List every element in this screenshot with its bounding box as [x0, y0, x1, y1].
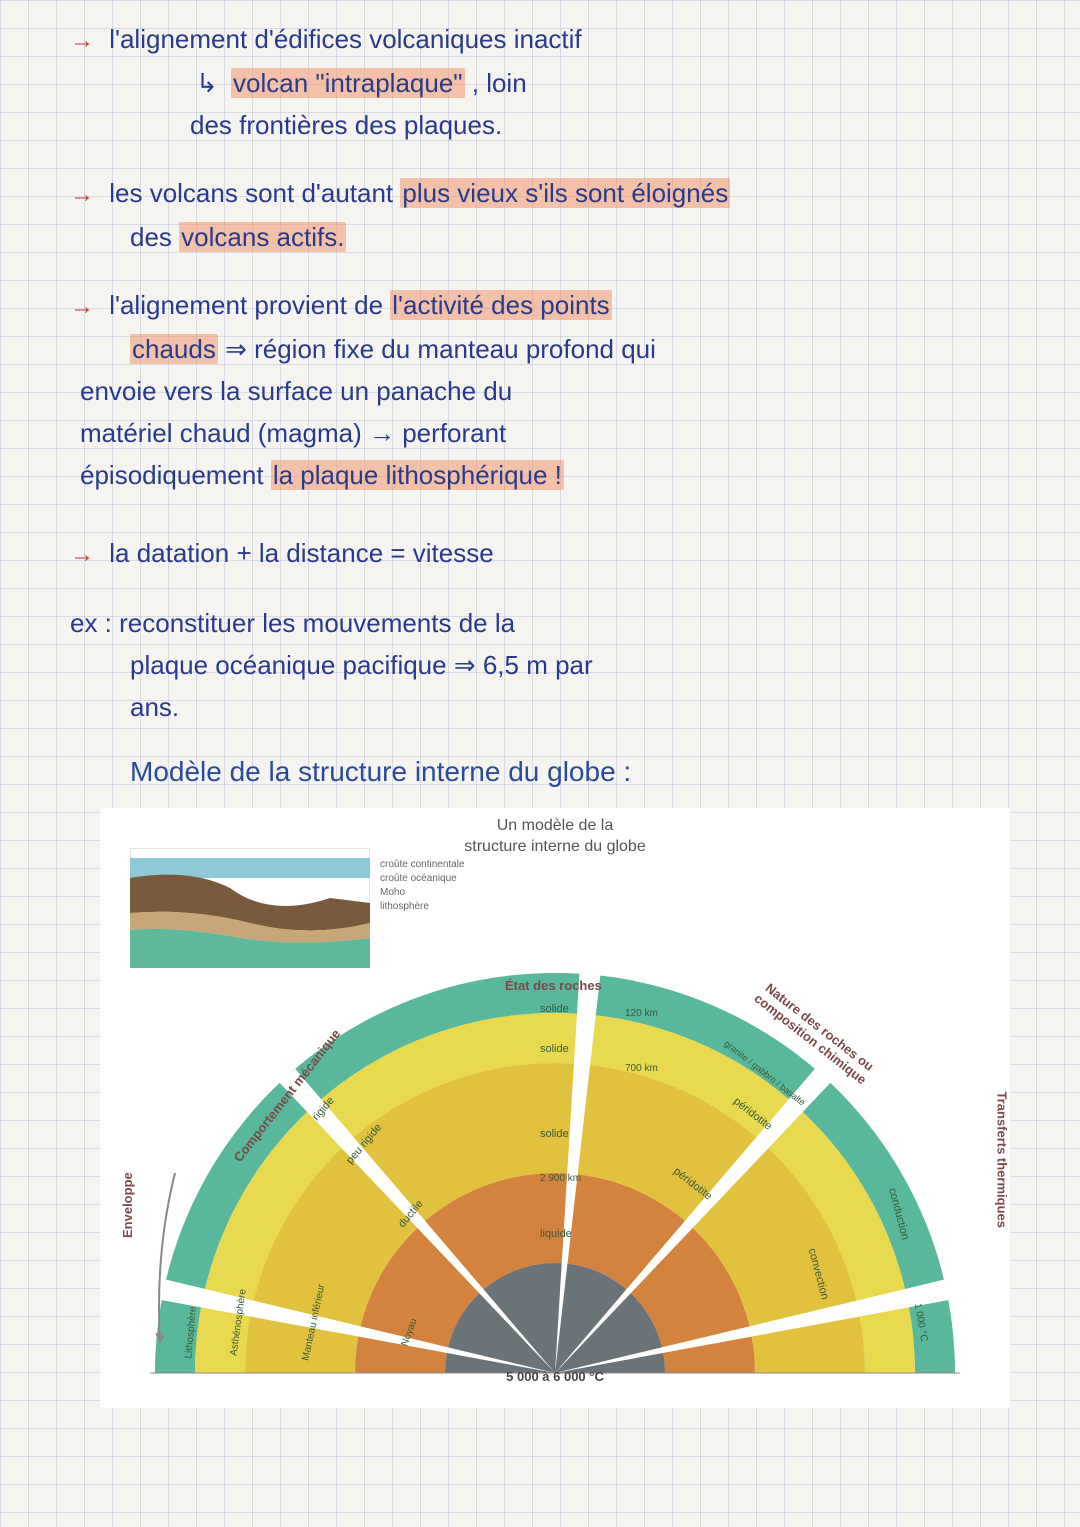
- bullet-arrow-icon: →: [70, 27, 94, 54]
- bullet-2: → les volcans sont d'autant plus vieux s…: [70, 174, 1040, 256]
- globe-structure-diagram: Un modèle de la structure interne du glo…: [100, 808, 1010, 1408]
- inset-cross-section: [130, 848, 370, 968]
- bullet-arrow-icon: →: [70, 541, 94, 568]
- core-temperature-label: 5 000 à 6 000 °C: [506, 1369, 604, 1384]
- note-text: des: [130, 222, 179, 252]
- highlighted-text: chauds: [130, 334, 218, 364]
- sector-label-etat: État des roches: [505, 978, 602, 993]
- diagram-title-line1: Un modèle de la: [497, 817, 614, 834]
- note-text: envoie vers la surface un panache du: [80, 376, 512, 406]
- note-text: ans.: [130, 692, 179, 722]
- bullet-3: → l'alignement provient de l'activité de…: [70, 286, 1040, 494]
- bullet-arrow-icon: →: [70, 293, 94, 320]
- diagram-title-line2: structure interne du globe: [464, 838, 645, 855]
- bullet-1: → l'alignement d'édifices volcaniques in…: [70, 20, 1040, 144]
- sector-label-transferts: Transferts thermiques: [995, 1091, 1010, 1228]
- highlighted-text: volcan "intraplaque": [231, 68, 465, 98]
- note-text: les volcans sont d'autant: [109, 178, 400, 208]
- note-text: épisodiquement: [80, 460, 271, 490]
- ring-label: solide: [540, 1003, 569, 1015]
- legend-item: lithosphère: [380, 900, 465, 914]
- legend-item: croûte continentale: [380, 858, 465, 872]
- note-text: matériel chaud (magma) → perforant: [80, 418, 506, 448]
- highlighted-text: volcans actifs.: [179, 222, 346, 252]
- ring-label: solide: [540, 1128, 569, 1140]
- sub-arrow-icon: ↳: [196, 68, 225, 98]
- depth-label: 2 900 km: [540, 1173, 581, 1184]
- example-block: ex : reconstituer les mouvements de la p…: [70, 604, 1040, 726]
- highlighted-text: la plaque lithosphérique !: [271, 460, 564, 490]
- inset-legend: croûte continentale croûte océanique Moh…: [380, 858, 465, 914]
- ring-label: solide: [540, 1043, 569, 1055]
- ring-label: liquide: [540, 1228, 572, 1240]
- depth-label: 700 km: [625, 1063, 658, 1074]
- note-text: , loin: [472, 68, 527, 98]
- sector-label-enveloppe: Enveloppe: [120, 1172, 135, 1238]
- note-text: ⇒ région fixe du manteau profond qui: [225, 334, 656, 364]
- note-text: l'alignement d'édifices volcaniques inac…: [109, 24, 581, 54]
- note-text: des frontières des plaques.: [190, 110, 502, 140]
- legend-item: croûte océanique: [380, 872, 465, 886]
- note-text: plaque océanique pacifique ⇒ 6,5 m par: [130, 650, 593, 680]
- bullet-4: → la datation + la distance = vitesse: [70, 534, 1040, 574]
- note-text: l'alignement provient de: [109, 290, 390, 320]
- highlighted-text: l'activité des points: [390, 290, 611, 320]
- bullet-arrow-icon: →: [70, 181, 94, 208]
- depth-label: 120 km: [625, 1008, 658, 1019]
- legend-item: Moho: [380, 886, 465, 900]
- notes-page: → l'alignement d'édifices volcaniques in…: [0, 0, 1080, 1428]
- section-title: Modèle de la structure interne du globe …: [130, 756, 1040, 788]
- note-text: la datation + la distance = vitesse: [109, 538, 493, 568]
- highlighted-text: plus vieux s'ils sont éloignés: [400, 178, 730, 208]
- note-text: ex : reconstituer les mouvements de la: [70, 608, 515, 638]
- semicircle-chart: Enveloppe Comportement mécanique État de…: [145, 958, 965, 1388]
